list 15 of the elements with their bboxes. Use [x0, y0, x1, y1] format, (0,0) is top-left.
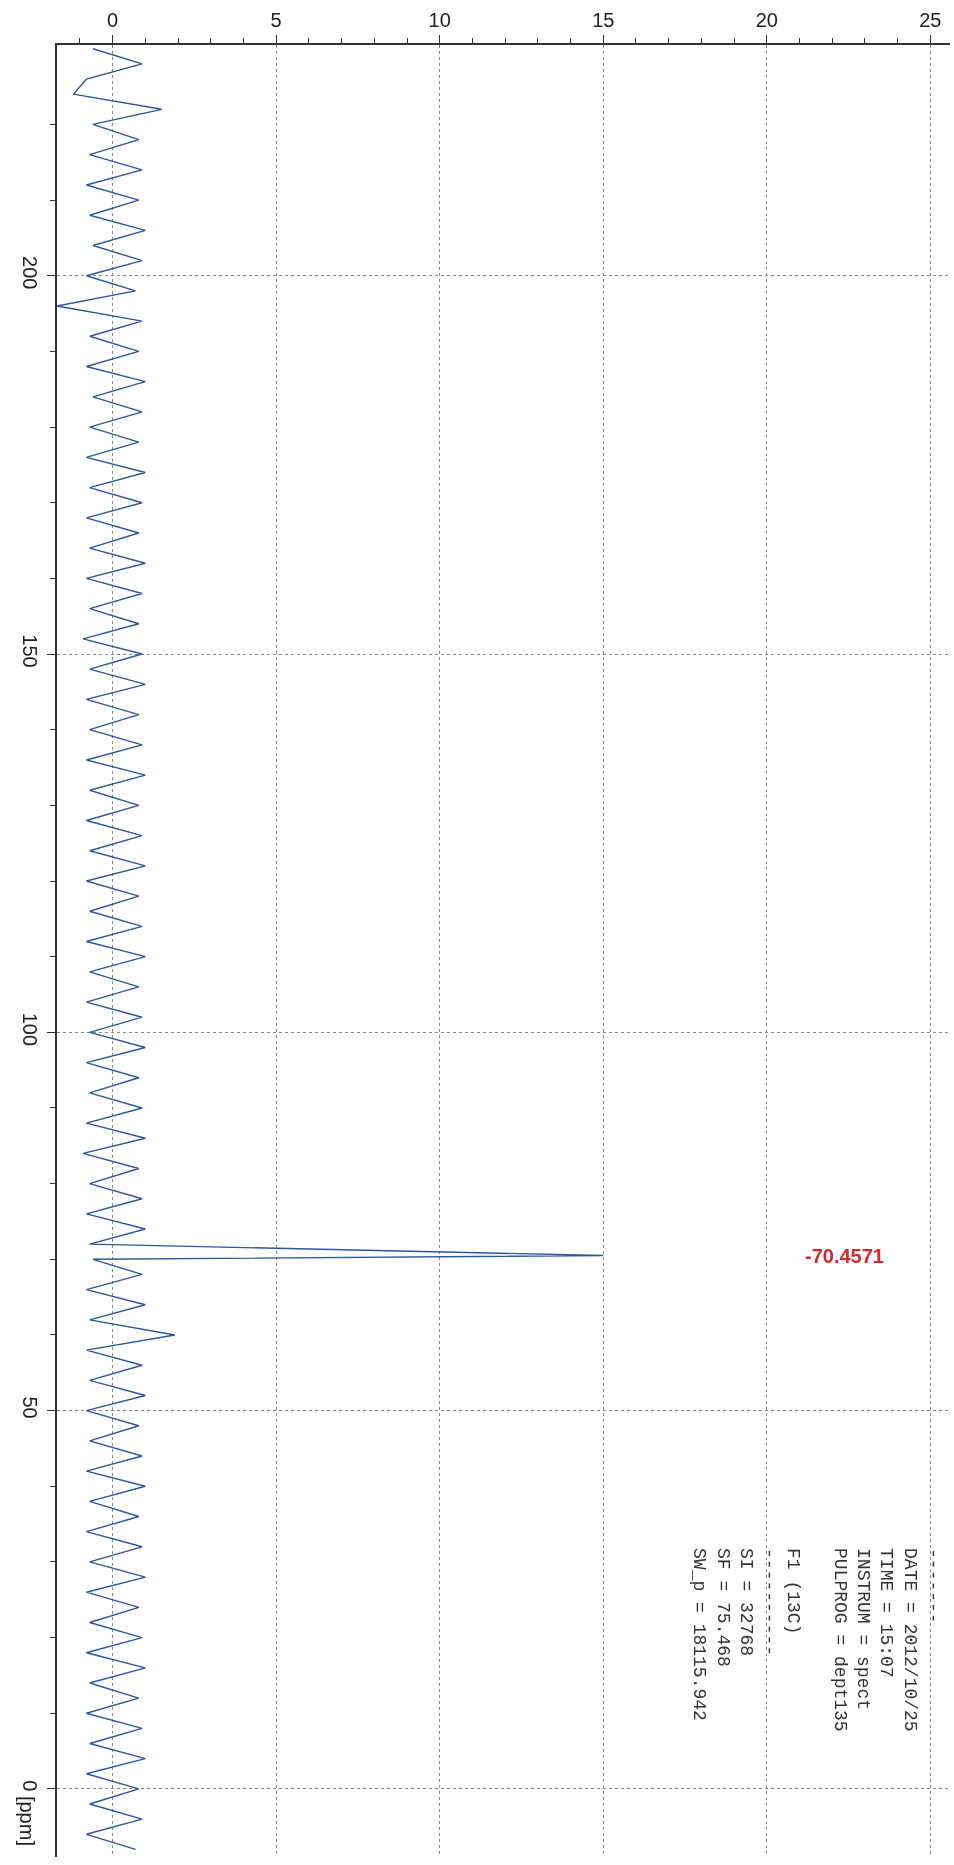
- y-tick-label: 0: [19, 1780, 42, 1792]
- line-series: [57, 48, 604, 1851]
- y-tick-label: 150: [19, 634, 42, 668]
- x-tick-label: 0: [107, 9, 119, 32]
- x-tick-label: 5: [270, 9, 282, 32]
- annotation: -70.4571: [805, 1245, 884, 1267]
- x-tick-label: 15: [592, 9, 615, 32]
- x-tick-label: 20: [755, 9, 778, 32]
- y-axis-title: [ppm]: [15, 1795, 38, 1846]
- x-tick-label: 25: [919, 9, 942, 32]
- y-tick-label: 200: [19, 256, 42, 290]
- y-tick-label: 50: [19, 1396, 42, 1419]
- text: ------- DATE = 2012/10/25 TIME = 15:07 INSTRUM = spect PULPROG = dept135 F1 (13C) ---------- SI = 32768 SF = 75.468 SW_p = 18115.942: [689, 1548, 944, 1732]
- x-tick-label: 10: [428, 9, 451, 32]
- y-tick-label: 100: [19, 1012, 42, 1047]
